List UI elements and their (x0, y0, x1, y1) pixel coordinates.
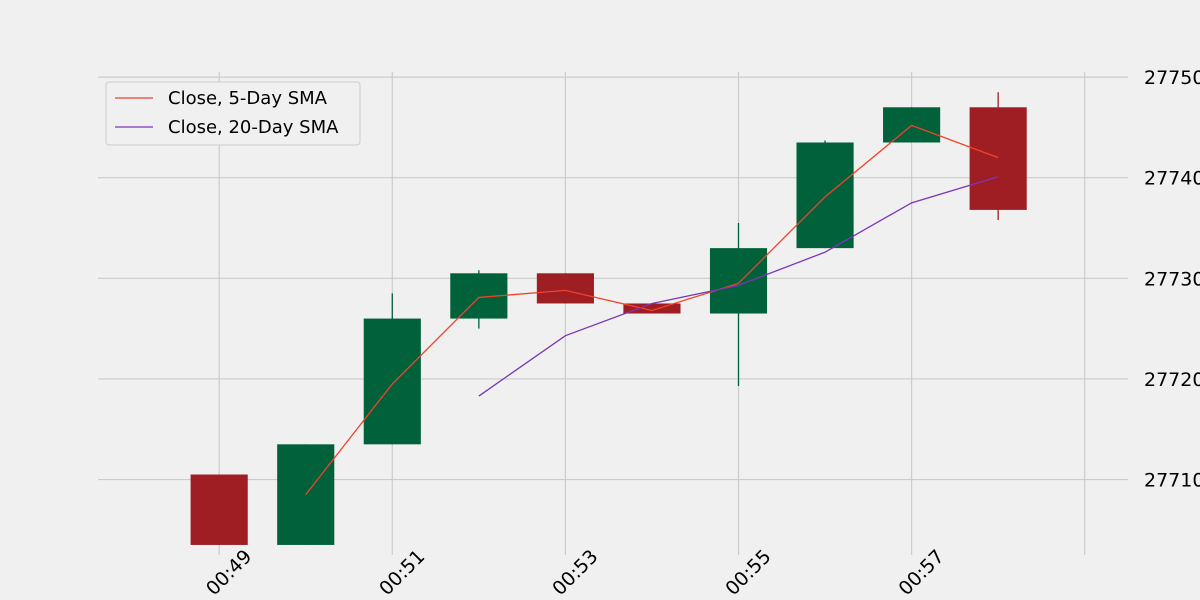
candle (709, 222, 768, 386)
candle (796, 140, 854, 249)
candle-body (796, 142, 854, 249)
sma-line-5-day (305, 124, 999, 496)
candle-body (363, 318, 421, 445)
x-tick-label: 00:57 (894, 546, 948, 600)
candle-body (709, 248, 768, 314)
sma-line-20-day (478, 176, 999, 397)
x-tick-label: 00:55 (721, 546, 775, 600)
candle (536, 273, 594, 304)
candle-body (969, 107, 1027, 210)
legend: Close, 5-Day SMA Close, 20-Day SMA (105, 81, 361, 146)
grid-layer (98, 72, 1128, 555)
legend-box (105, 81, 361, 146)
candle (623, 303, 681, 314)
x-tick-label: 00:53 (548, 546, 602, 600)
y-tick-label: 27710 (1144, 470, 1200, 492)
candle-layer (190, 92, 1027, 545)
candle (363, 293, 421, 445)
y-tick-label: 27720 (1144, 369, 1200, 391)
x-tick-labels: 00:49 00:51 00:53 00:55 00:57 (202, 546, 949, 600)
candle-body (536, 273, 594, 304)
candle (450, 270, 508, 329)
legend-label-5-day-sma: Close, 5-Day SMA (168, 88, 328, 109)
y-tick-label: 27730 (1144, 268, 1200, 290)
candle (969, 92, 1027, 220)
candle-body (623, 303, 681, 314)
legend-label-20-day-sma: Close, 20-Day SMA (168, 117, 339, 138)
y-tick-label: 27750 (1144, 67, 1200, 89)
x-tick-label: 00:51 (375, 546, 429, 600)
y-tick-labels: 27710 27720 27730 27740 27750 (1144, 67, 1200, 491)
candle (190, 474, 248, 545)
x-tick-label: 00:49 (202, 546, 256, 600)
line-layer (305, 124, 999, 496)
candle-body (190, 474, 248, 545)
y-tick-label: 27740 (1144, 168, 1200, 190)
